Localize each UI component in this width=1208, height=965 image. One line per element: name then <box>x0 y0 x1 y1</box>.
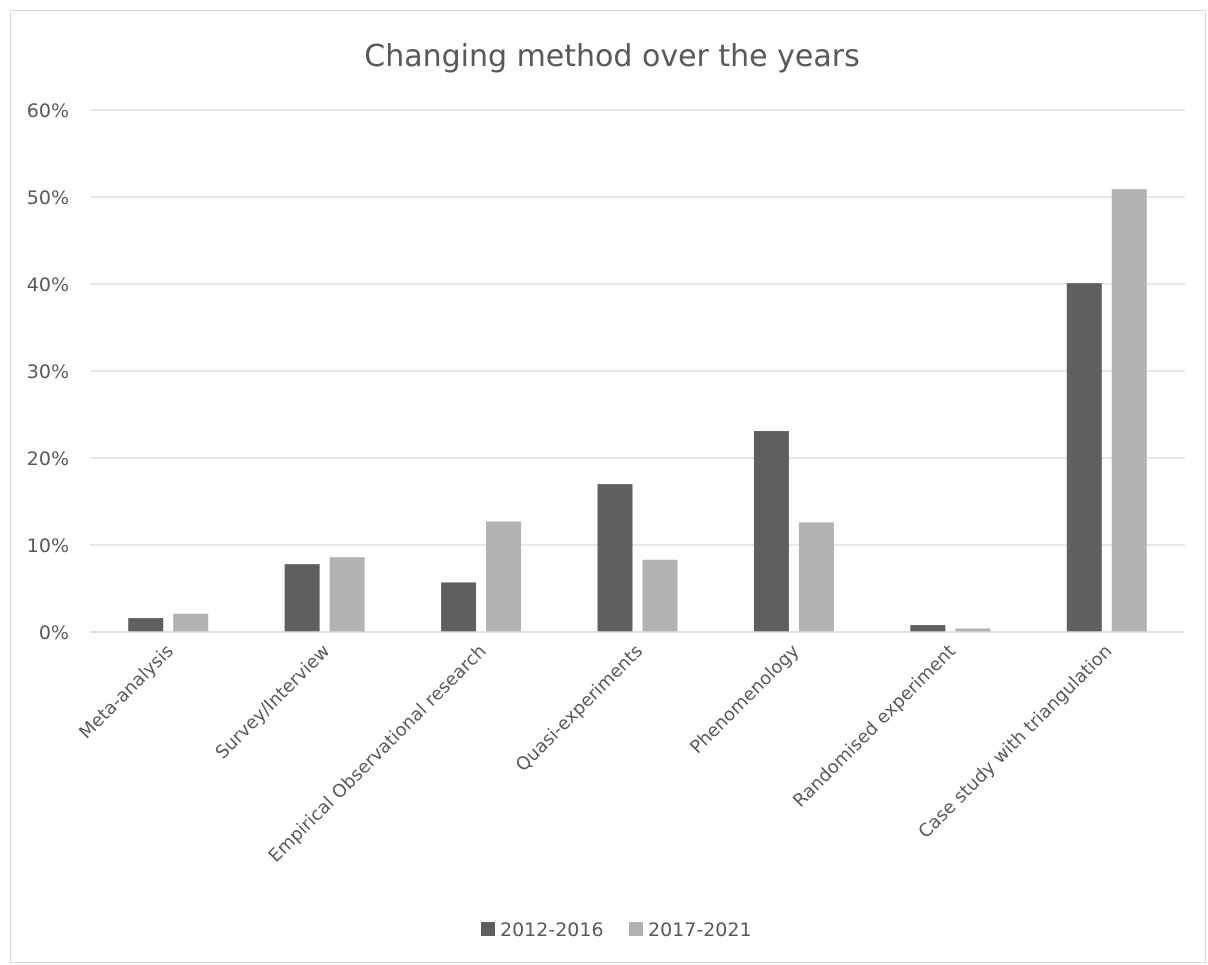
bar-2017-2021-4 <box>798 522 834 632</box>
legend-label: 2012-2016 <box>500 919 604 941</box>
bar-2012-2016-2 <box>441 582 477 632</box>
bar-2017-2021-5 <box>955 628 991 632</box>
legend-swatch <box>481 922 495 936</box>
y-tick-label: 30% <box>27 361 69 383</box>
y-tick-label: 0% <box>39 622 69 644</box>
bar-2012-2016-6 <box>1066 283 1102 632</box>
bar-2012-2016-1 <box>284 564 320 632</box>
x-category-label: Meta-analysis <box>75 641 178 744</box>
bar-2017-2021-1 <box>329 557 365 632</box>
bar-2012-2016-4 <box>753 431 789 632</box>
bar-2017-2021-6 <box>1111 189 1147 633</box>
y-tick-label: 50% <box>27 187 69 209</box>
chart-title: Changing method over the years <box>364 39 859 74</box>
x-category-label: Case study with triangulation <box>914 641 1116 843</box>
gridlines <box>90 109 1185 546</box>
x-category-label: Survey/Interview <box>212 641 335 764</box>
bar-2012-2016-0 <box>128 618 164 632</box>
legend-label: 2017-2021 <box>648 919 752 941</box>
x-category-label: Phenomenology <box>686 640 804 758</box>
y-tick-label: 40% <box>27 274 69 296</box>
y-axis-ticks: 0% 10% 20% 30% 40% 50% 60% <box>27 100 69 644</box>
bar-2017-2021-2 <box>486 521 522 632</box>
legend-swatch <box>629 922 643 936</box>
bars <box>128 189 1147 633</box>
bar-2012-2016-3 <box>597 484 633 632</box>
bar-2012-2016-5 <box>910 625 946 632</box>
bar-2017-2021-3 <box>642 559 678 632</box>
y-tick-label: 10% <box>27 535 69 557</box>
y-tick-label: 60% <box>27 100 69 122</box>
legend: 2012-2016 2017-2021 <box>481 919 752 941</box>
x-category-label: Randomised experiment <box>789 641 960 812</box>
x-category-label: Quasi-experiments <box>512 641 647 776</box>
bar-2017-2021-0 <box>173 613 209 632</box>
y-tick-label: 20% <box>27 448 69 470</box>
